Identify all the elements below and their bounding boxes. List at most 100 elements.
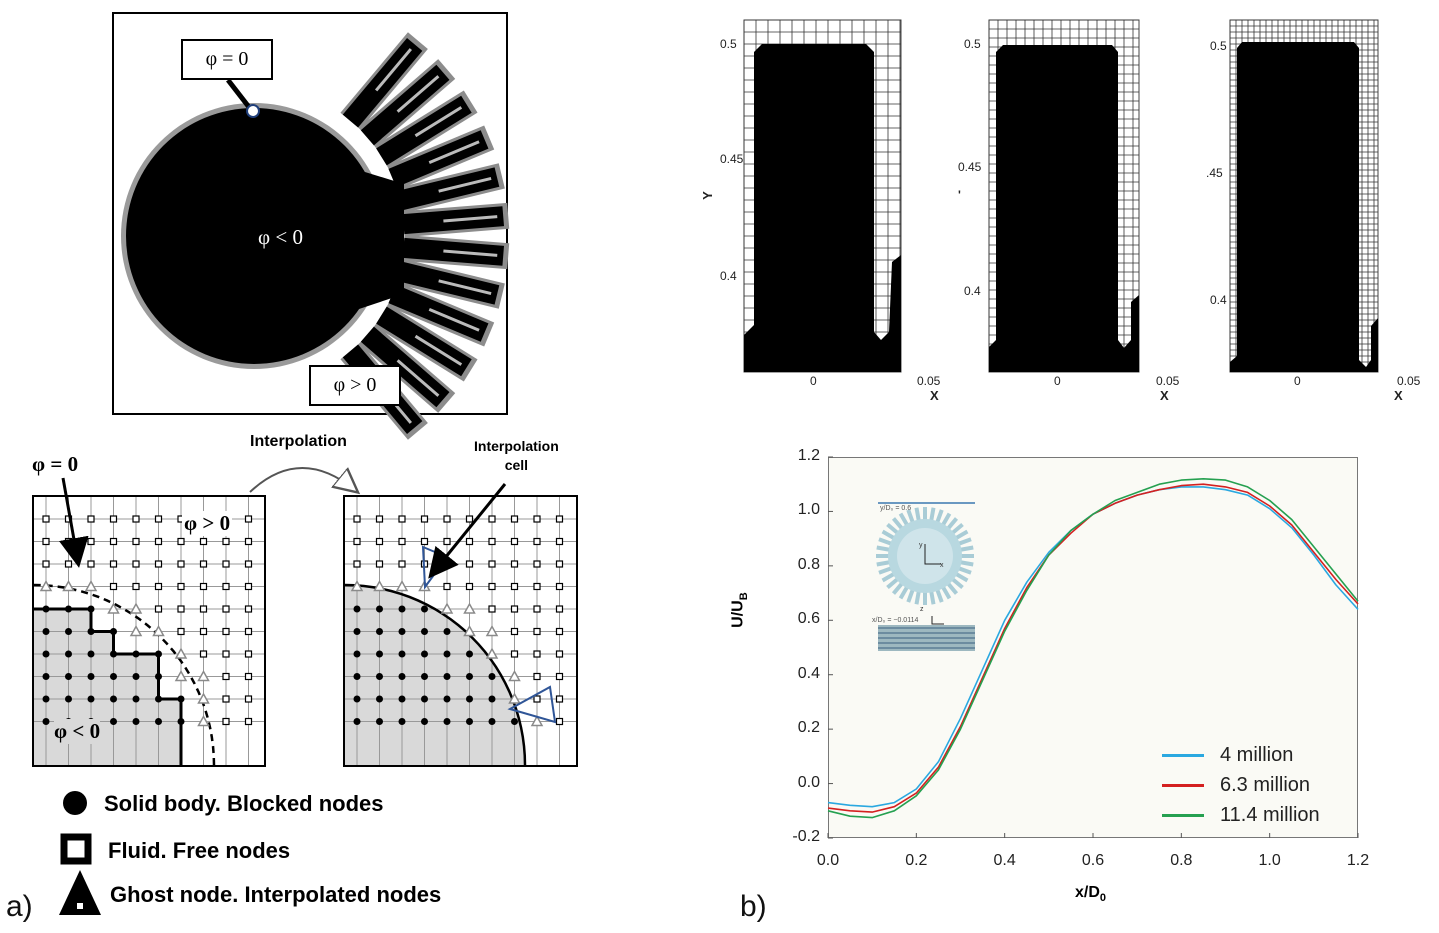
phi-positive-label: φ > 0 [309,365,401,406]
inset-fin [951,522,964,535]
inset-fin [914,591,921,605]
fluid-node [177,605,185,613]
fluid-node [199,560,208,568]
ghost-node [174,647,188,659]
solid-node [65,628,72,635]
chart-xlabel-sub: 0 [1099,892,1107,905]
legend-entry-6m: 6.3 million [1162,770,1320,800]
solid-node [110,673,117,680]
fluid-node [199,605,208,613]
solid-node [376,628,383,635]
fluid-node [42,560,50,568]
fluid-node [353,560,361,568]
solid-node [110,695,117,703]
fluid-node [555,537,564,546]
fluid-node [555,515,564,523]
solid-node [466,650,473,658]
solid-node [398,605,406,613]
solid-node [177,718,185,725]
fluid-node [244,695,253,703]
solid-node [110,718,117,725]
fluid-node [109,560,118,568]
mesh1-ytick-1: 0.45 [958,160,982,174]
solid-node [488,718,496,725]
fluid-node [154,582,163,591]
x-tick-label: 0.8 [1170,852,1193,869]
ghost-node [530,714,544,727]
inset-axes [924,544,941,565]
mesh0-xtick-1: 0.05 [917,374,941,388]
hollow-square-icon [60,833,92,865]
solid-node [376,605,383,613]
solid-region [345,585,525,765]
solid-node [421,718,428,725]
solid-node [421,605,428,613]
solid-node [42,605,50,613]
fluid-node [109,582,118,591]
x-tick-label: 0.6 [1081,852,1105,869]
solid-node [443,650,451,658]
mesh2-xtick-1: 0.05 [1397,374,1421,388]
inset-fin [898,586,909,600]
fluid-node [244,537,253,546]
mesh1-ytick-2: 0.4 [964,284,981,298]
mesh1-xtick-0: 0 [1054,374,1061,388]
inset-fin [951,577,964,590]
inset-fin [929,507,936,521]
interpolation-grid-panel [343,495,578,767]
fluid-node [555,605,564,613]
solid-node [353,718,361,725]
solid-node [443,673,451,680]
inset-top-label: y/D₀ = 0.6 [880,505,912,512]
ghost-node [62,579,75,592]
y-tick-label: 1.2 [797,447,820,464]
fin [374,304,478,382]
inset-fin [941,512,952,526]
ghost-node [463,602,476,614]
ghost-node [463,624,476,637]
fluid-node [132,582,140,591]
fluid-node [199,627,208,636]
mesh0-ytick-0: 0.5 [720,37,737,51]
fluid-node [244,515,253,523]
true-boundary [345,583,527,765]
solid-node [353,695,361,703]
legend-fluid-label: Fluid. Free nodes [108,838,291,863]
fluid-node [109,537,118,546]
inset-fin [876,545,890,552]
fluid-node [555,650,564,658]
fluid-node [244,672,253,681]
fluid-node [488,537,496,546]
fluid-node [533,672,541,681]
legend-ghost-label: Ghost node. Interpolated nodes [110,882,442,907]
solid-node [488,695,496,703]
inset-fin [878,537,892,546]
solid-node [421,650,428,658]
legend-label-4m: 4 million [1220,743,1294,766]
levelset-figure [112,12,510,440]
phi-positive-bottom-label: φ > 0 [182,511,233,536]
fluid-node [488,560,496,568]
ghost-node [395,579,409,592]
y-tick-label: 1.0 [797,501,820,519]
mesh0-xtick-0: 0 [810,374,817,388]
legend-swatch-4m [1162,753,1204,757]
fluid-node [398,537,406,546]
ghost-node [129,602,143,614]
fluid-node [199,537,208,546]
phi-zero-label: φ = 0 [181,39,273,80]
solid-node [155,650,162,658]
fin [340,32,428,130]
fluid-node [87,515,95,523]
fluid-node [533,515,541,523]
fluid-node [533,582,541,591]
ghost-node [508,669,521,682]
solid-node [65,605,72,613]
fluid-node [510,582,519,591]
interpolation-cell-label-line1: Interpolation [474,438,559,454]
x-tick-label: 1.2 [1346,852,1370,869]
inset-fin [886,577,899,590]
solid-node [42,718,50,725]
